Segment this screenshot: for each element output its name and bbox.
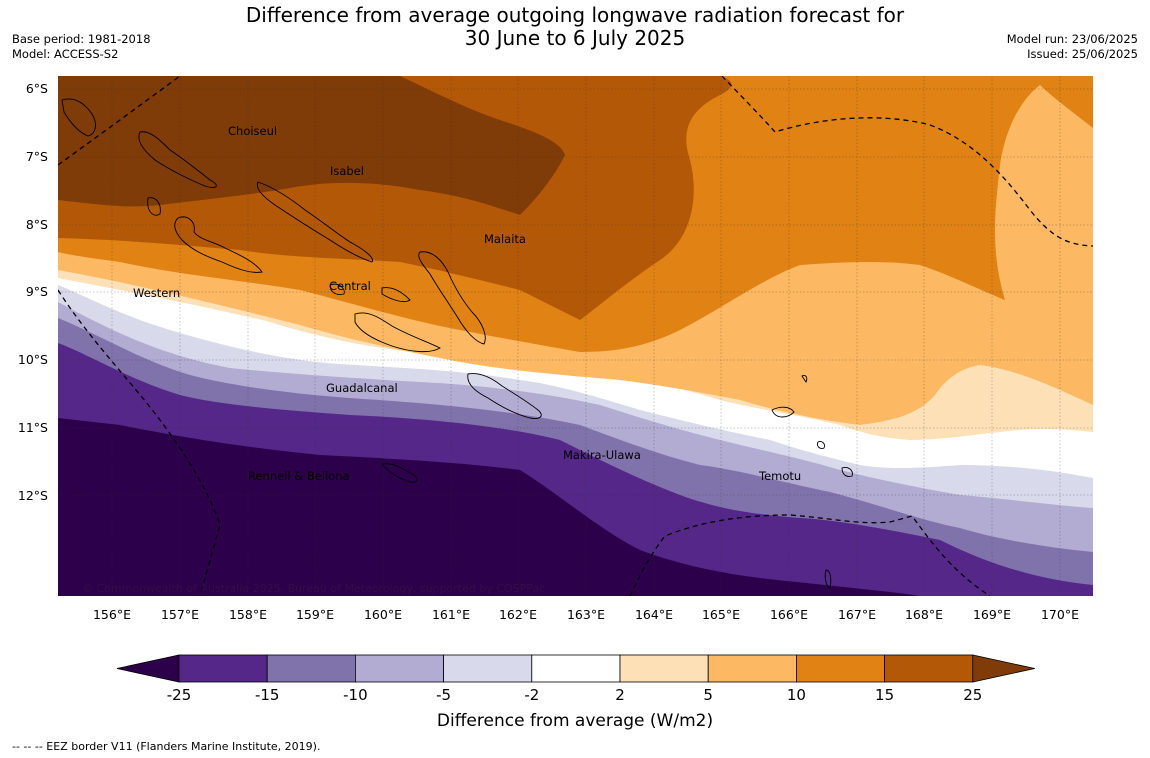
region-label-central: Central <box>329 279 371 293</box>
colorbar-tick-label: 5 <box>703 686 713 704</box>
colorbar-segment <box>531 654 621 683</box>
colorbar-tick-label: -10 <box>343 686 368 704</box>
santa-cruz-island <box>771 406 795 418</box>
florida-island <box>354 312 441 353</box>
region-label-rennell-bellona: Rennell & Bellona <box>248 469 350 483</box>
lon-label: 160°E <box>364 607 402 622</box>
new-georgia-island <box>174 216 263 273</box>
lat-label: 9°S <box>26 284 48 299</box>
vanikoro-island <box>817 441 825 449</box>
model-run-text: Model run: 23/06/2025 <box>1006 32 1138 46</box>
eez-borders <box>58 76 1093 596</box>
lon-label: 164°E <box>635 607 673 622</box>
region-label-isabel: Isabel <box>330 164 364 178</box>
latitude-labels: 6°S 7°S 8°S 9°S 10°S 11°S 12°S <box>18 81 48 503</box>
title-line-1: Difference from average outgoing longwav… <box>245 3 905 27</box>
colorbar-segment <box>884 654 974 683</box>
lon-label: 162°E <box>499 607 537 622</box>
lat-label: 7°S <box>26 149 48 164</box>
colorbar-tick-label: -2 <box>524 686 539 704</box>
band-gt-25 <box>58 76 565 215</box>
choiseul-island <box>138 131 217 188</box>
lon-label: 163°E <box>567 607 605 622</box>
shortland-island <box>61 98 96 137</box>
region-label-western: Western <box>133 286 180 300</box>
colorbar-tick-label: -5 <box>436 686 451 704</box>
colorbar-segment <box>619 654 709 683</box>
region-label-malaita: Malaita <box>484 232 526 246</box>
lon-label: 170°E <box>1041 607 1079 622</box>
colorbar-segment <box>796 654 886 683</box>
colorbar-segment <box>443 654 533 683</box>
colorbar-tick-label: 2 <box>615 686 625 704</box>
colorbar-tick-label: 10 <box>787 686 806 704</box>
region-label-guadalcanal: Guadalcanal <box>326 381 398 395</box>
russell-island <box>329 283 345 295</box>
lon-label: 156°E <box>93 607 131 622</box>
title-line-2: 30 June to 6 July 2025 <box>464 26 686 50</box>
region-labels: Choiseul Isabel Malaita Western Central … <box>133 124 801 483</box>
colorbar-segment <box>707 654 797 683</box>
lon-label: 167°E <box>838 607 876 622</box>
region-label-temotu: Temotu <box>758 469 801 483</box>
island-outlines <box>61 98 853 589</box>
lat-label: 12°S <box>18 488 48 503</box>
grid-lines <box>58 76 1093 596</box>
lon-label: 165°E <box>702 607 740 622</box>
colorbar: -25 -15 -10 -5 -2 2 5 10 15 25 <box>116 654 1035 704</box>
lon-label: 168°E <box>905 607 943 622</box>
colorbar-tick-label: -15 <box>255 686 280 704</box>
utupua-island <box>841 467 853 477</box>
lat-label: 6°S <box>26 81 48 96</box>
lon-label: 159°E <box>296 607 334 622</box>
copyright-text: © Commonwealth of Australia 2025, Bureau… <box>82 582 545 595</box>
issued-text: Issued: 25/06/2025 <box>1027 47 1138 61</box>
savo-island <box>381 287 411 303</box>
colorbar-tick-label: 15 <box>875 686 894 704</box>
malaita-island <box>418 251 486 345</box>
map-title: Difference from average outgoing longwav… <box>0 4 1150 50</box>
region-label-makira-ulawa: Makira-Ulawa <box>563 448 641 462</box>
longitude-labels: 156°E 157°E 158°E 159°E 160°E 161°E 162°… <box>93 607 1079 622</box>
lat-label: 11°S <box>18 420 48 435</box>
base-period-text: Base period: 1981-2018 <box>12 32 151 46</box>
guadalcanal-island <box>467 373 542 419</box>
eez-footnote: -- -- -- EEZ border V11 (Flanders Marine… <box>12 740 321 753</box>
lon-label: 161°E <box>432 607 470 622</box>
isabel-island <box>256 181 373 263</box>
lon-label: 166°E <box>770 607 808 622</box>
tikopia-island <box>824 569 832 589</box>
colorbar-title: Difference from average (W/m2) <box>437 711 713 731</box>
vella-island <box>147 197 161 216</box>
model-text: Model: ACCESS-S2 <box>12 47 119 61</box>
lon-label: 157°E <box>161 607 199 622</box>
colorbar-extend-high <box>972 654 1035 683</box>
colorbar-tick-label: -25 <box>167 686 192 704</box>
colorbar-segment <box>178 654 268 683</box>
colorbar-tick-label: 25 <box>963 686 982 704</box>
lat-label: 10°S <box>18 352 48 367</box>
lon-label: 158°E <box>229 607 267 622</box>
lat-label: 8°S <box>26 217 48 232</box>
colorbar-segment <box>266 654 356 683</box>
region-label-choiseul: Choiseul <box>228 124 277 138</box>
colorbar-segment <box>354 654 444 683</box>
reef-islands <box>801 375 808 383</box>
lon-label: 169°E <box>973 607 1011 622</box>
rennell-island <box>381 463 418 483</box>
colorbar-extend-low <box>116 654 180 683</box>
anomaly-contours: © Commonwealth of Australia 2025, Bureau… <box>58 76 1093 596</box>
meta-left: Base period: 1981-2018 Model: ACCESS-S2 <box>12 32 151 62</box>
meta-right: Model run: 23/06/2025 Issued: 25/06/2025 <box>1007 32 1138 62</box>
